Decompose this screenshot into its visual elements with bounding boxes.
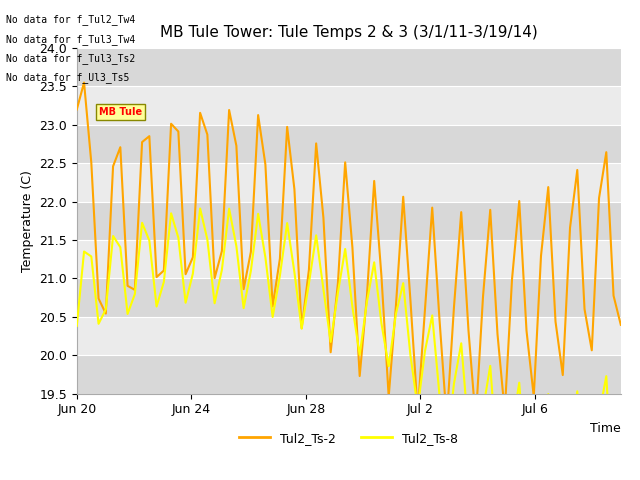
Bar	[77, 278, 621, 317]
Text: MB Tule: MB Tule	[99, 107, 142, 117]
Title: MB Tule Tower: Tule Temps 2 & 3 (3/1/11-3/19/14): MB Tule Tower: Tule Temps 2 & 3 (3/1/11-…	[160, 25, 538, 40]
X-axis label: Time: Time	[590, 422, 621, 435]
Text: No data for f_Tul3_Ts2: No data for f_Tul3_Ts2	[6, 53, 136, 64]
Bar	[77, 125, 621, 163]
Legend: Tul2_Ts-2, Tul2_Ts-8: Tul2_Ts-2, Tul2_Ts-8	[234, 427, 463, 450]
Text: No data for f_Tul2_Tw4: No data for f_Tul2_Tw4	[6, 14, 136, 25]
Bar	[77, 48, 621, 86]
Bar	[77, 355, 621, 394]
Y-axis label: Temperature (C): Temperature (C)	[20, 170, 34, 272]
Bar	[77, 202, 621, 240]
Text: No data for f_Tul3_Tw4: No data for f_Tul3_Tw4	[6, 34, 136, 45]
Text: No data for f_Ul3_Ts5: No data for f_Ul3_Ts5	[6, 72, 130, 83]
